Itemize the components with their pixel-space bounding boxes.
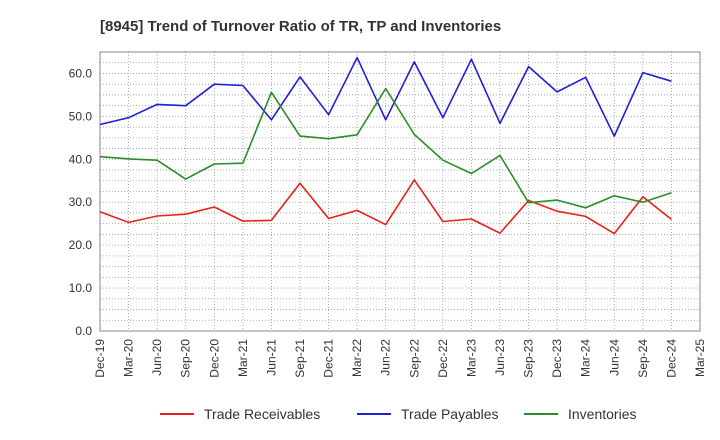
- y-tick-label: 20.0: [69, 238, 93, 252]
- x-tick-label: Dec-23: [550, 339, 564, 378]
- legend: Trade Receivables Trade Payables Inventori…: [160, 406, 636, 422]
- x-tick-label: Sep-21: [293, 339, 307, 378]
- x-tick-label: Mar-21: [236, 339, 250, 377]
- x-tick-label: Sep-24: [636, 339, 650, 378]
- x-tick-label: Sep-22: [407, 339, 421, 378]
- x-tick-label: Dec-19: [93, 339, 107, 378]
- series-line-trade-payables: [99, 56, 672, 137]
- y-tick-label: 0.0: [75, 324, 92, 338]
- chart-title: [8945] Trend of Turnover Ratio of TR, TP…: [100, 18, 501, 35]
- x-tick-label: Mar-22: [350, 339, 364, 377]
- y-tick-label: 30.0: [69, 195, 93, 209]
- series-line-inventories: [99, 87, 672, 209]
- x-tick-label: Dec-20: [207, 339, 221, 378]
- x-tick-label: Dec-21: [322, 339, 336, 378]
- x-tick-label: Jun-24: [607, 339, 621, 376]
- x-tick-label: Mar-20: [122, 339, 136, 377]
- gridlines: [100, 52, 700, 331]
- x-tick-label: Mar-25: [693, 339, 707, 377]
- y-tick-label: 50.0: [69, 109, 93, 123]
- x-tick-label: Sep-20: [179, 339, 193, 378]
- x-tick-label: Mar-24: [579, 339, 593, 377]
- x-tick-label: Dec-22: [436, 339, 450, 378]
- x-axis-ticks: Dec-19 Mar-20 Jun-20 Sep-20 Dec-20 Mar-21 Jun-…: [93, 339, 707, 378]
- x-tick-label: Mar-23: [464, 339, 478, 377]
- series-line-trade-receivables: [99, 179, 672, 235]
- legend-label-inventories: Inventories: [568, 406, 636, 422]
- y-tick-label: 40.0: [69, 152, 93, 166]
- x-tick-label: Jun-23: [493, 339, 507, 376]
- x-tick-label: Dec-24: [664, 339, 678, 378]
- x-tick-label: Jun-20: [150, 339, 164, 376]
- legend-label-trade-payables: Trade Payables: [401, 406, 499, 422]
- y-tick-label: 10.0: [69, 281, 93, 295]
- x-tick-label: Sep-23: [522, 339, 536, 378]
- x-tick-label: Jun-21: [264, 339, 278, 376]
- y-axis-ticks: 0.0 10.0 20.0 30.0 40.0 50.0 60.0: [69, 66, 93, 338]
- legend-label-trade-receivables: Trade Receivables: [204, 406, 320, 422]
- y-tick-label: 60.0: [69, 66, 93, 80]
- x-tick-label: Jun-22: [379, 339, 393, 376]
- series-lines: [99, 56, 672, 235]
